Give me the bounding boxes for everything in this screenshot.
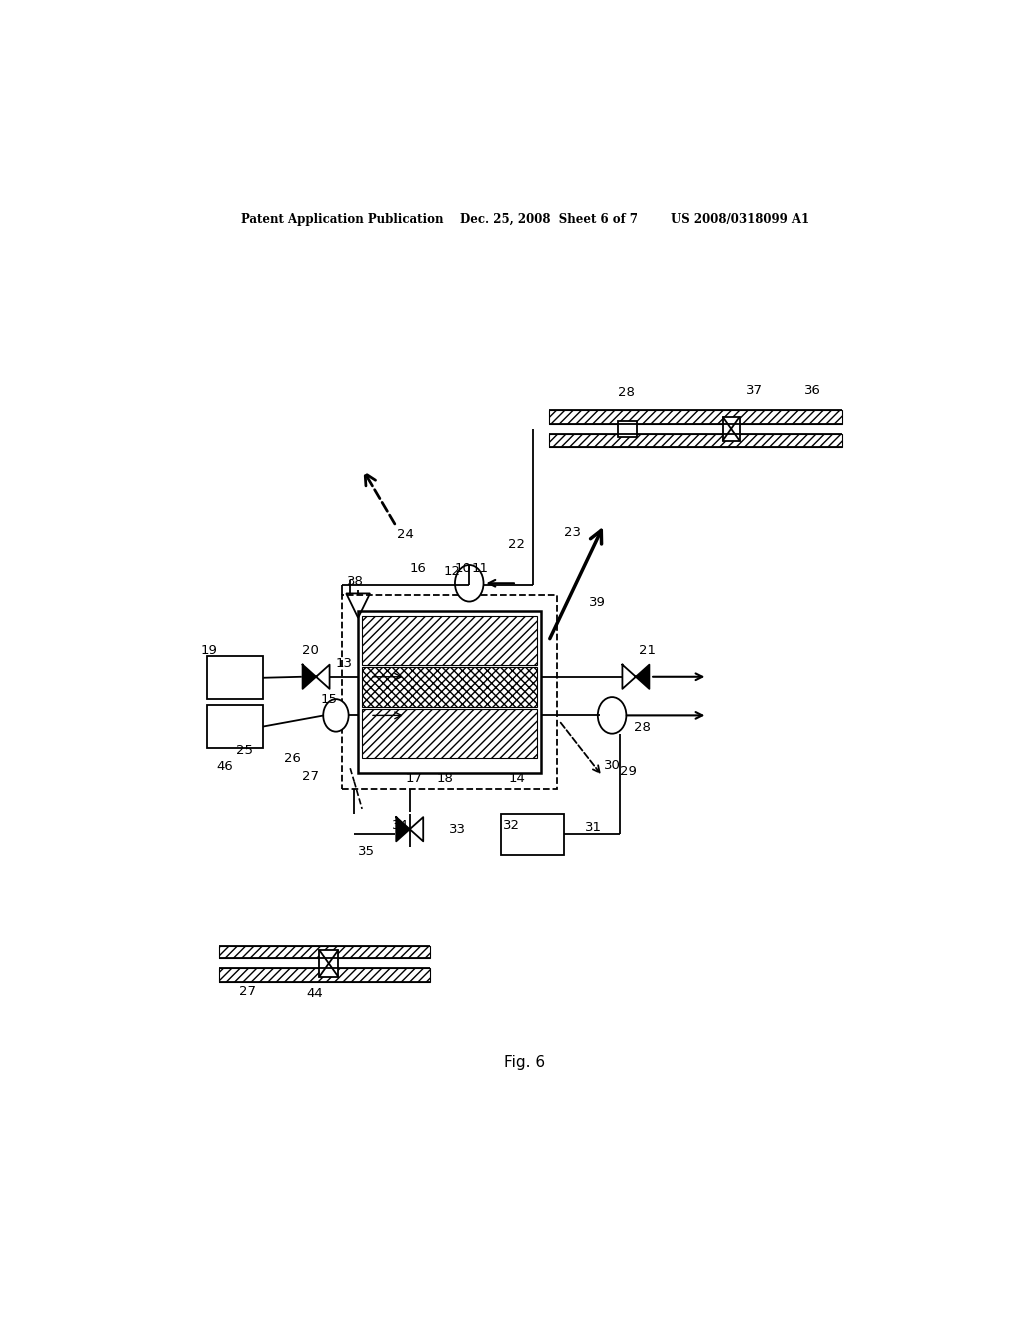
Text: 32: 32 [503,818,520,832]
Bar [618,421,638,437]
Bar [207,656,263,700]
Text: 23: 23 [564,525,581,539]
Text: 21: 21 [639,644,656,657]
Text: 17: 17 [406,772,422,785]
Bar [207,705,263,748]
Text: 27: 27 [239,985,256,998]
Text: 14: 14 [509,772,525,785]
Text: 19: 19 [201,644,217,657]
Text: 20: 20 [302,644,318,657]
Bar [342,595,557,788]
Text: 46: 46 [216,760,233,772]
Bar [319,950,338,977]
Text: 27: 27 [302,770,319,783]
Text: 25: 25 [237,744,253,758]
Text: 29: 29 [620,764,636,777]
Text: 30: 30 [604,759,621,772]
Text: 24: 24 [397,528,414,541]
Text: 22: 22 [508,539,525,552]
Text: 18: 18 [437,772,454,785]
Text: 10: 10 [455,561,471,574]
Text: 44: 44 [306,987,323,1001]
Text: 31: 31 [586,821,602,834]
Bar [362,709,537,758]
Bar [219,969,430,982]
Circle shape [324,700,348,731]
Text: Patent Application Publication    Dec. 25, 2008  Sheet 6 of 7        US 2008/031: Patent Application Publication Dec. 25, … [241,213,809,226]
Text: 33: 33 [449,822,466,836]
Polygon shape [303,665,316,689]
Text: 28: 28 [634,721,650,734]
Bar [549,411,842,424]
Text: 11: 11 [472,561,488,574]
Bar [723,417,739,441]
Text: 38: 38 [347,574,365,587]
Bar [219,946,430,958]
Bar [362,615,537,664]
Text: Fig. 6: Fig. 6 [504,1056,546,1071]
Bar [358,611,541,774]
Bar [549,434,842,447]
Text: 13: 13 [335,657,352,671]
Text: 12: 12 [443,565,461,578]
Circle shape [455,565,483,602]
Text: 39: 39 [590,597,606,609]
Circle shape [598,697,627,734]
Polygon shape [636,665,649,689]
Bar [501,814,564,854]
Bar [362,667,537,708]
Polygon shape [396,817,410,841]
Text: 36: 36 [804,384,820,396]
Text: 28: 28 [617,385,635,399]
Text: 16: 16 [410,561,427,574]
Text: 35: 35 [357,845,375,858]
Text: 37: 37 [746,384,764,396]
Text: 34: 34 [392,818,409,832]
Text: 26: 26 [284,751,301,764]
Text: 15: 15 [321,693,337,706]
